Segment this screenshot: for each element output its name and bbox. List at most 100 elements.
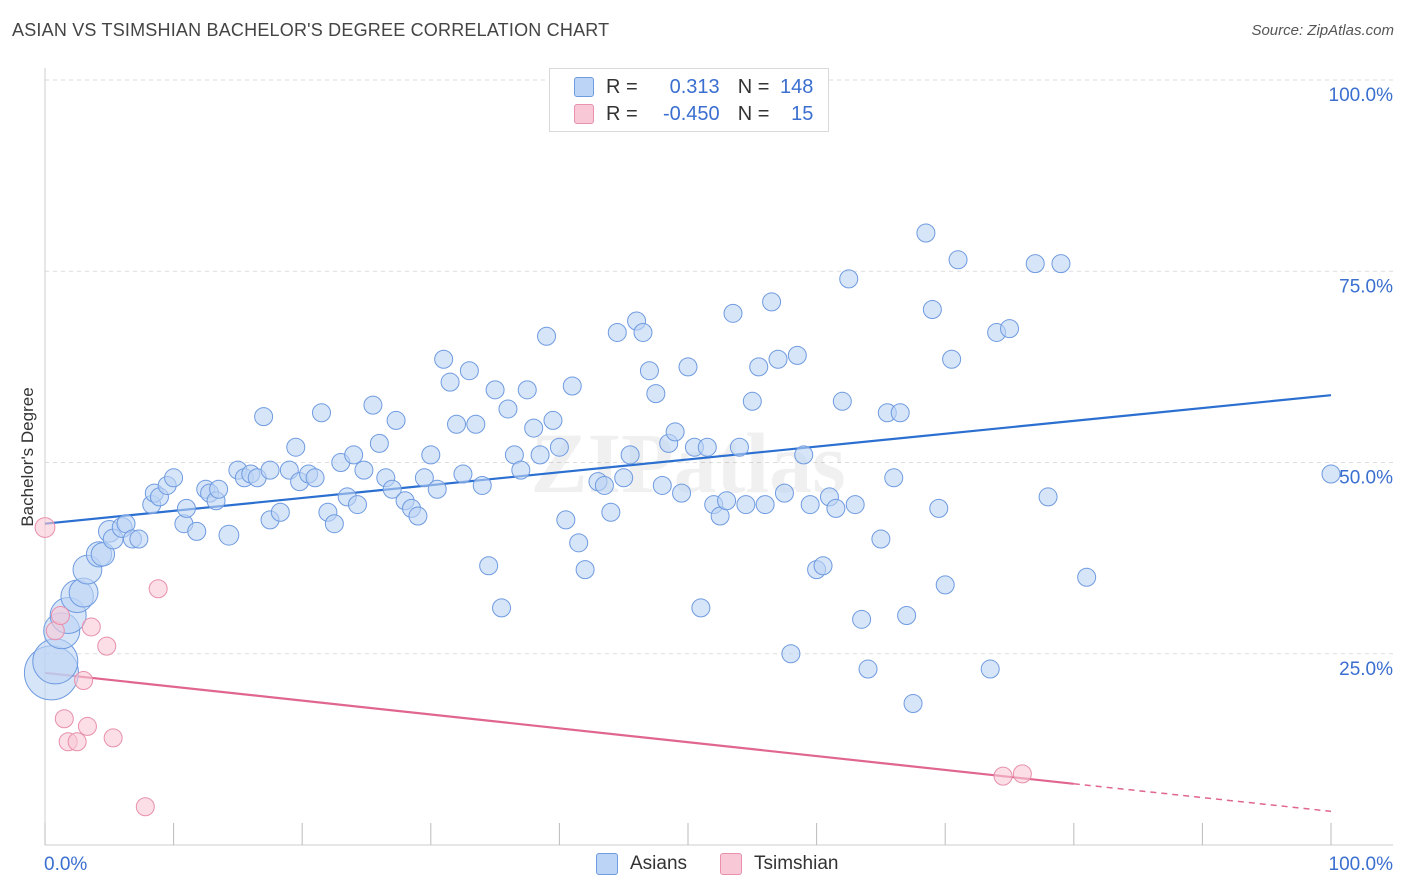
asians-point <box>414 468 434 488</box>
asians-point <box>1000 319 1019 339</box>
tsimshian-point <box>993 766 1013 786</box>
axes <box>44 68 1393 846</box>
tsimshian-point <box>97 636 117 656</box>
x-tick-label: 100.0% <box>1329 854 1394 875</box>
asians-point <box>254 407 274 427</box>
y-tick-label: 50.0% <box>1339 468 1393 489</box>
asians-point <box>164 468 184 488</box>
asians-swatch <box>574 77 594 97</box>
tsimshian-point <box>103 728 123 748</box>
asians-legend-label: Asians <box>630 853 688 874</box>
asians-point <box>594 475 614 495</box>
tsimshian-point <box>135 797 155 817</box>
asians-point <box>935 575 955 595</box>
asians-point <box>723 303 743 323</box>
legend-n-value: 148 <box>780 75 814 98</box>
asians-point <box>762 292 782 312</box>
asians-point <box>447 414 467 434</box>
asians-point <box>922 300 942 319</box>
asians-point <box>344 445 364 465</box>
y-tick-labels: 100.0% 75.0% 50.0% 25.0% <box>1329 85 1394 680</box>
asians-point <box>672 483 692 503</box>
y-tick-label: 25.0% <box>1339 659 1393 680</box>
asians-point <box>575 560 595 580</box>
asians-point <box>479 556 499 576</box>
asians-trend-line <box>44 394 1332 525</box>
legend-r-value: -0.450 <box>662 102 720 125</box>
asians-point <box>498 399 518 419</box>
asians-point <box>749 357 769 377</box>
asians-point <box>729 437 749 457</box>
asians-point <box>768 349 788 369</box>
asians-point <box>511 460 531 480</box>
source-label: Source: ZipAtlas.com <box>1251 22 1394 39</box>
asians-point <box>614 468 634 488</box>
asians-point <box>736 495 756 515</box>
asians-point <box>755 495 775 515</box>
asians-point <box>639 361 659 381</box>
asians-point <box>176 498 196 518</box>
asians-point <box>691 598 711 618</box>
x-tick-label: 0.0% <box>44 854 87 875</box>
asians-point <box>832 391 852 411</box>
asians-point <box>1321 464 1341 484</box>
asians-point <box>633 322 653 342</box>
asians-point <box>347 495 367 515</box>
asians-point <box>601 502 621 522</box>
asians-point <box>386 410 406 430</box>
asians-point <box>543 410 563 430</box>
asians-point <box>382 479 402 499</box>
tsimshian-point <box>148 579 168 599</box>
asians-point <box>453 464 473 484</box>
tsimshian-point <box>74 671 94 691</box>
legend-row-tsimshian: R = -0.450 N = 15 <box>574 103 813 125</box>
asians-point <box>852 609 872 629</box>
asians-point <box>781 644 801 664</box>
asians-point <box>916 223 936 243</box>
legend-n-value: 15 <box>791 102 814 125</box>
asians-point <box>1025 254 1045 274</box>
asians-point <box>363 395 383 415</box>
asians-point <box>980 659 1000 679</box>
asians-point <box>354 460 374 480</box>
y-tick-label: 75.0% <box>1339 276 1393 297</box>
asians-point <box>562 376 582 396</box>
asians-point <box>646 384 666 404</box>
asians-point <box>800 495 820 515</box>
trend-lines <box>44 394 1332 813</box>
asians-point <box>813 556 833 576</box>
asians-point <box>187 521 207 541</box>
legend-row-asians: R = 0.313 N = 148 <box>574 76 813 98</box>
asians-point <box>839 269 859 289</box>
asians-point <box>884 468 904 488</box>
tsimshian-legend-label: Tsimshian <box>754 853 839 874</box>
asians-point <box>517 380 537 400</box>
tsimshian-trend-line <box>44 671 1074 785</box>
asians-point <box>369 433 389 453</box>
tsimshian-trend-extension <box>1073 783 1332 813</box>
asians-point <box>209 479 229 499</box>
asians-point <box>1038 487 1058 507</box>
asians-legend-swatch <box>596 853 618 875</box>
asians-point <box>845 495 865 515</box>
asians-point <box>794 445 814 465</box>
asians-point <box>537 326 557 346</box>
asians-point <box>871 529 891 549</box>
tsimshian-point <box>67 732 87 752</box>
asians-point <box>218 524 240 546</box>
asians-point <box>459 361 479 381</box>
y-tick-label: 100.0% <box>1329 85 1394 106</box>
asians-point <box>549 437 569 457</box>
asians-point <box>530 445 550 465</box>
asians-point <box>826 498 846 518</box>
asians-point <box>408 506 428 526</box>
asians-point <box>890 403 910 423</box>
asians-point <box>903 693 923 713</box>
legend-n-label: N = <box>737 102 770 125</box>
legend-r-value: 0.313 <box>669 75 720 98</box>
asians-point <box>524 418 544 438</box>
x-tick-labels: 0.0% 100.0% <box>44 854 1393 875</box>
asians-point <box>948 250 968 270</box>
tsimshian-legend-swatch <box>720 853 742 875</box>
asians-point <box>620 445 640 465</box>
